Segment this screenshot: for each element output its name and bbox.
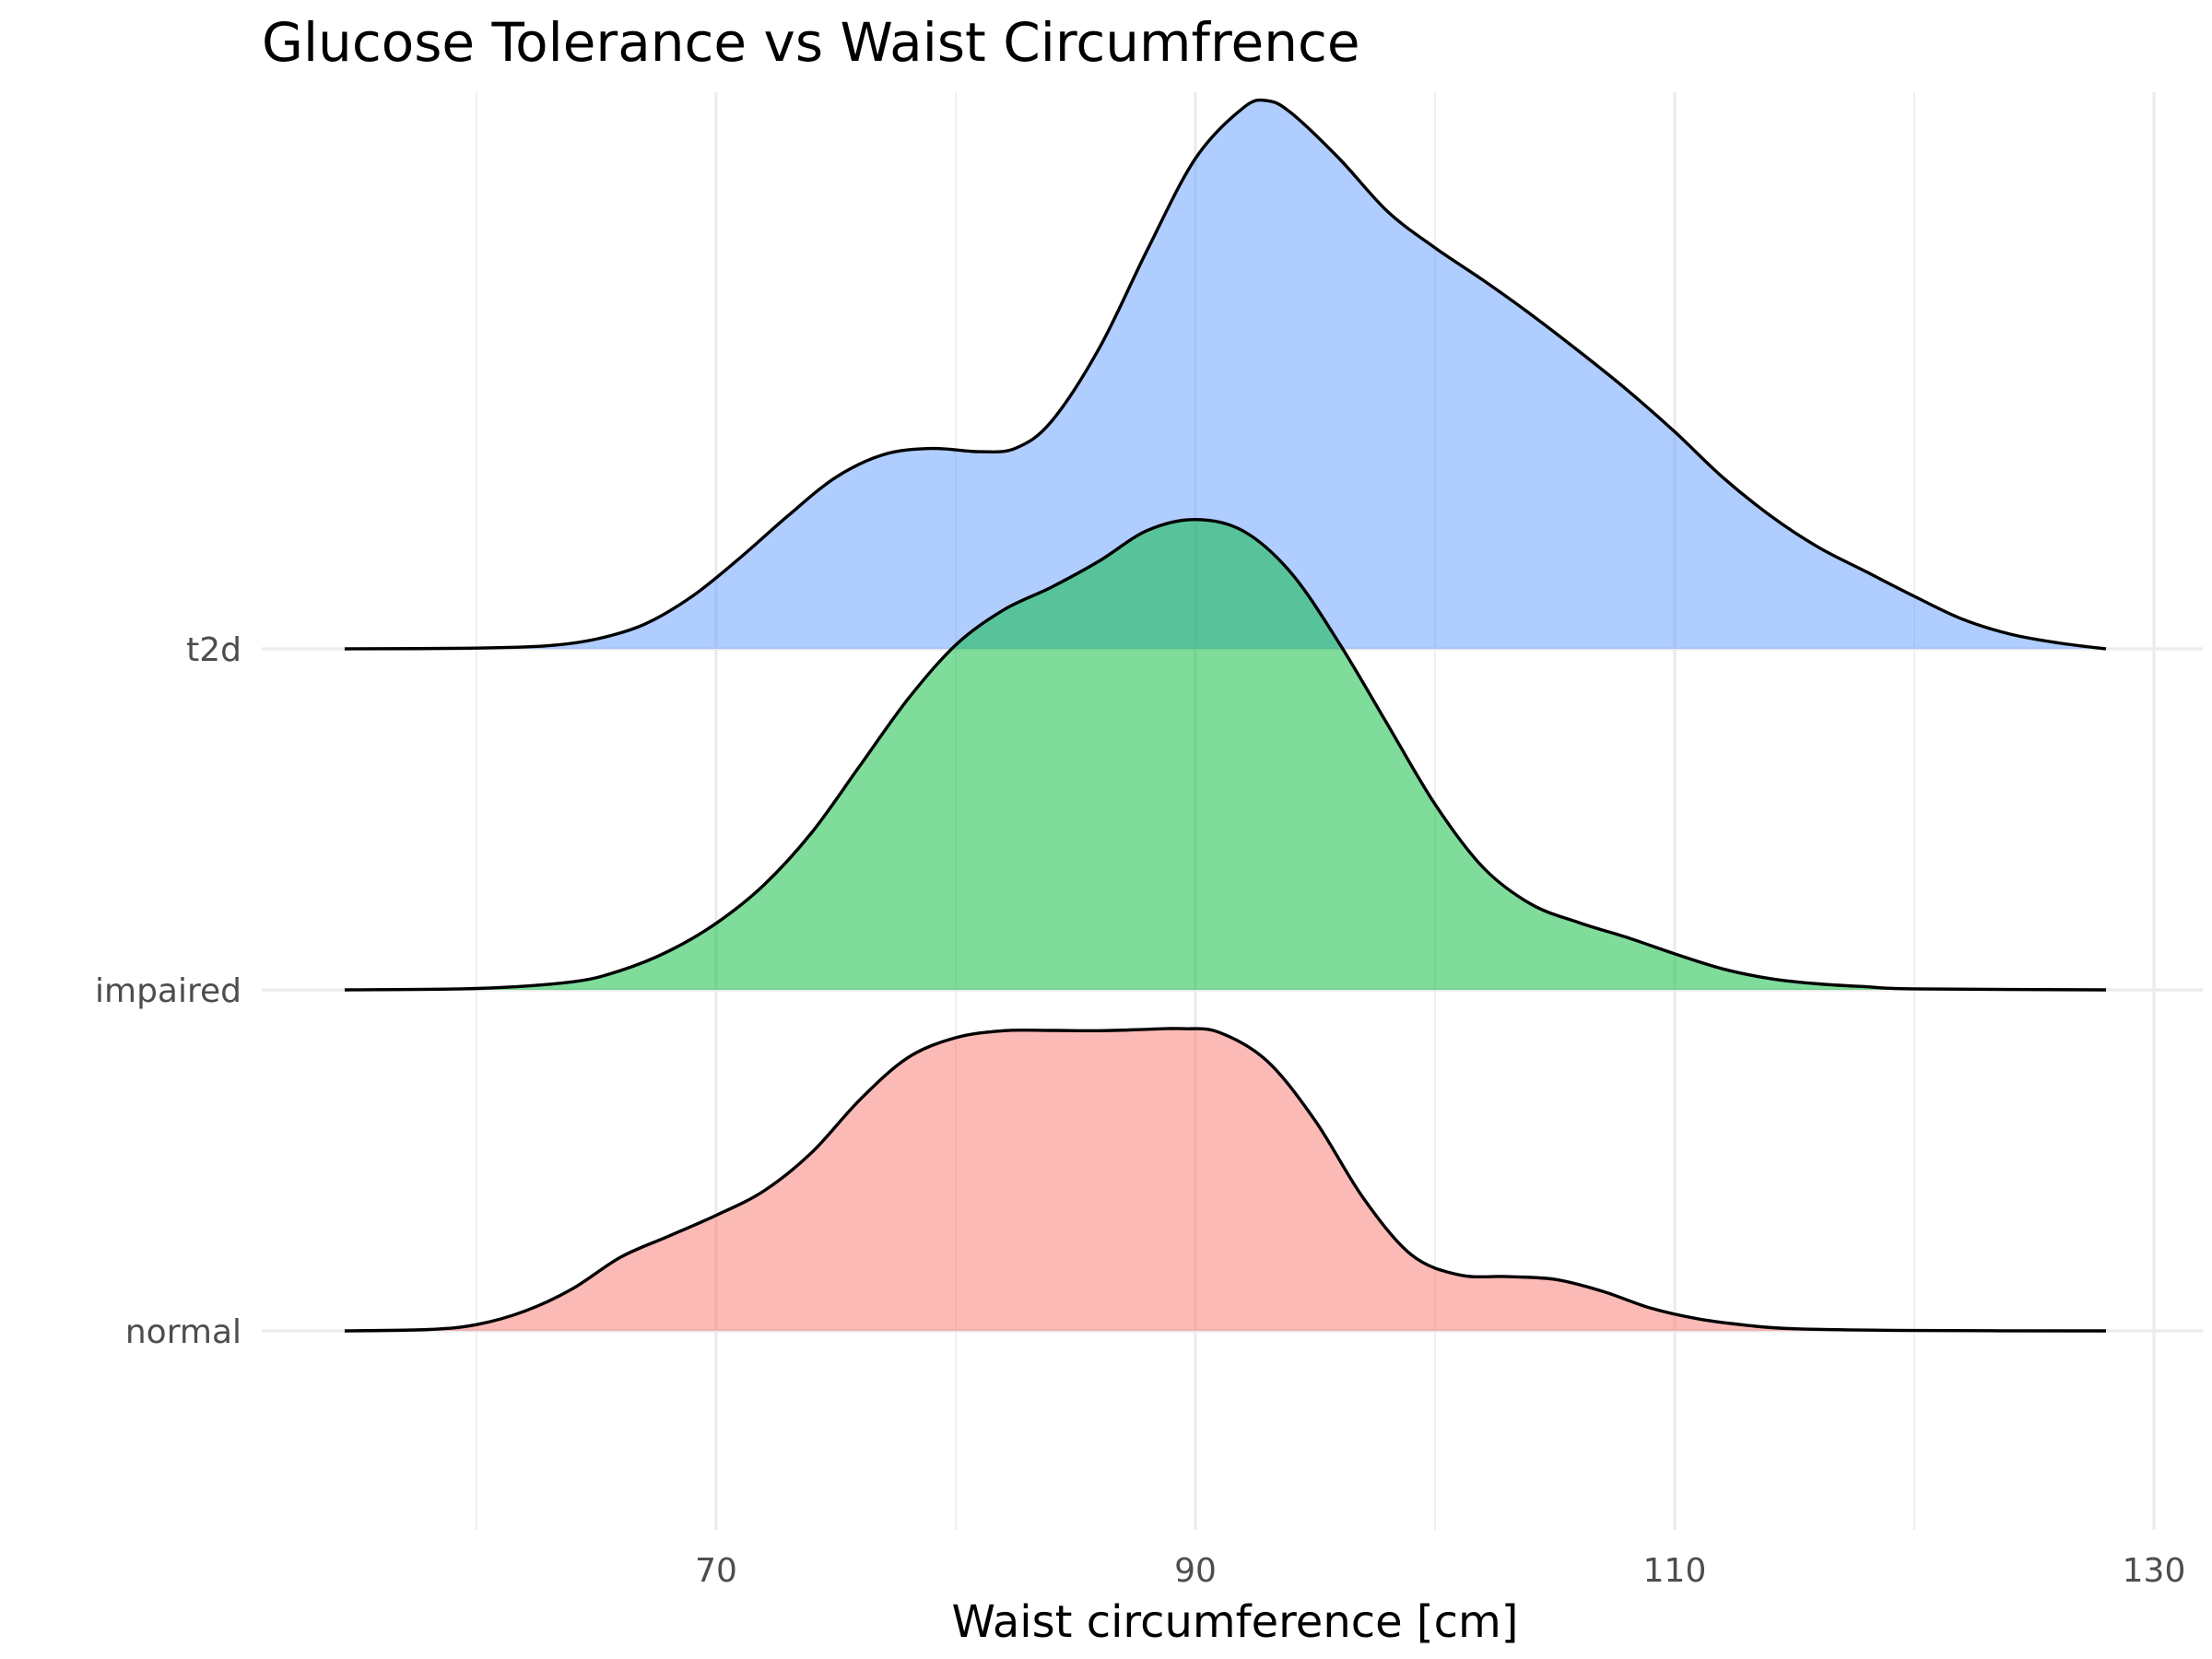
x-tick-label: 90 (1174, 1552, 1217, 1590)
y-axis-tick-labels: normal impaired t2d (95, 631, 241, 1351)
y-tick-label-impaired: impaired (95, 972, 241, 1010)
x-tick-label: 110 (1643, 1552, 1707, 1590)
x-axis-title: Waist circumference [cm] (951, 1596, 1518, 1648)
x-tick-label: 130 (2123, 1552, 2186, 1590)
ridge-line-normal (344, 1027, 2107, 1333)
ridge-normal (344, 1027, 2107, 1333)
ridge-fill-normal (345, 1028, 2106, 1331)
x-axis-tick-labels: 70 90 110 130 (695, 1552, 2185, 1590)
ridge-impaired (344, 517, 2107, 992)
ridge-fill-t2d (345, 100, 2106, 649)
ridge-fill-impaired (345, 519, 2106, 990)
y-tick-label-t2d: t2d (186, 631, 241, 669)
y-tick-label-normal: normal (125, 1313, 241, 1351)
x-tick-label: 70 (695, 1552, 737, 1590)
ridge-t2d (344, 98, 2107, 651)
ridge-line-impaired (344, 517, 2107, 992)
ridge-areas (344, 98, 2107, 1333)
ridge-line-t2d (344, 98, 2107, 651)
chart-title: Glucose Tolerance vs Waist Circumfrence (262, 11, 1360, 74)
